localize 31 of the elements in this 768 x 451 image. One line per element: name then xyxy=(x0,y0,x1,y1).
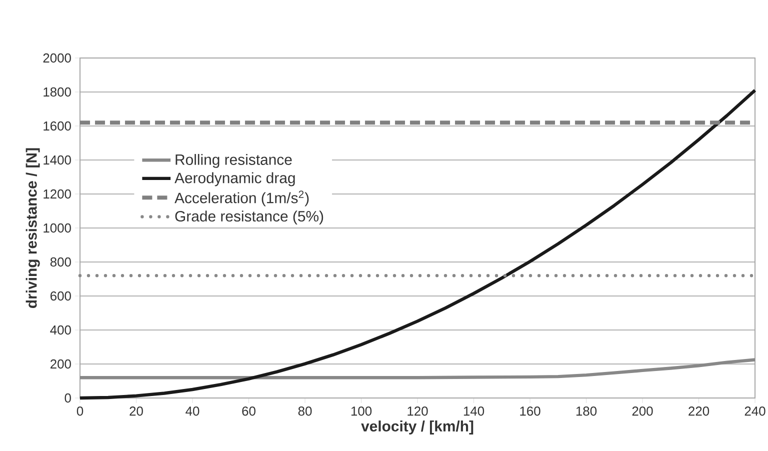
y-tick-label: 1400 xyxy=(44,155,71,165)
x-tick-label: 140 xyxy=(464,406,484,416)
legend-label: Acceleration (1m/s$^{2}$) xyxy=(174,190,309,206)
y-tick-label: 800 xyxy=(50,257,71,267)
y-tick-label: 1000 xyxy=(44,223,71,233)
line-series xyxy=(78,88,757,400)
x-tick-label: 80 xyxy=(298,406,312,416)
y-tick-label: 2000 xyxy=(43,53,71,63)
x-tick-label: 220 xyxy=(688,406,710,416)
legend-label: Grade resistance (5%) xyxy=(175,210,324,225)
y-tick-label: 0 xyxy=(64,393,71,403)
legend-label: Aerodynamic drag xyxy=(174,172,295,186)
y-tick-label: 1200 xyxy=(44,189,71,199)
x-tick-label: 100 xyxy=(351,406,372,416)
x-tick-label: 20 xyxy=(130,406,143,416)
legend-label: Rolling resistance xyxy=(176,154,292,168)
y-tick-label: 400 xyxy=(50,325,71,335)
x-tick-label: 0 xyxy=(76,406,84,416)
y-tick-label: 1600 xyxy=(44,121,71,131)
x-axis-title: velocity / [km/h] xyxy=(361,420,474,434)
x-tick-label: 60 xyxy=(242,406,256,416)
x-tick-label: 240 xyxy=(744,406,766,416)
y-tick-label: 600 xyxy=(50,291,71,301)
x-tick-label: 200 xyxy=(632,406,653,416)
x-tick-label: 160 xyxy=(520,406,540,416)
y-axis-title: driving resistance / [N] xyxy=(26,148,40,308)
x-tick-label: 120 xyxy=(408,406,428,416)
y-tick-label: 200 xyxy=(50,359,71,369)
y-tick-label: 1800 xyxy=(44,87,71,97)
x-tick-label: 40 xyxy=(186,406,200,416)
x-tick-label: 180 xyxy=(576,406,597,416)
